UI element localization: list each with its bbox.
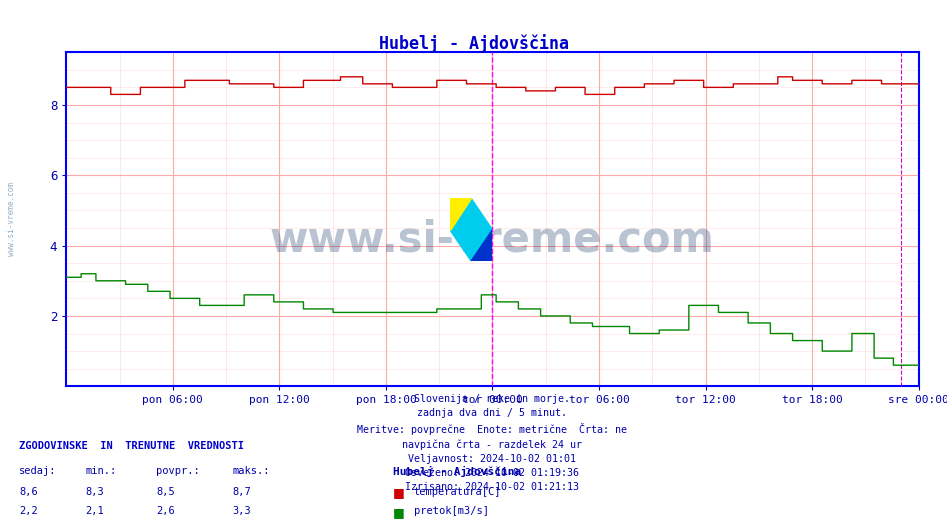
Text: maks.:: maks.:: [232, 466, 270, 476]
Text: www.si-vreme.com: www.si-vreme.com: [270, 218, 715, 260]
Text: 8,6: 8,6: [19, 487, 38, 496]
Text: 2,2: 2,2: [19, 506, 38, 516]
Polygon shape: [472, 230, 492, 261]
Text: 8,3: 8,3: [85, 487, 104, 496]
Text: 2,6: 2,6: [156, 506, 175, 516]
Text: min.:: min.:: [85, 466, 116, 476]
Text: sedaj:: sedaj:: [19, 466, 57, 476]
Text: 8,5: 8,5: [156, 487, 175, 496]
Text: ■: ■: [393, 506, 404, 519]
Text: 3,3: 3,3: [232, 506, 251, 516]
Text: povpr.:: povpr.:: [156, 466, 200, 476]
Text: temperatura[C]: temperatura[C]: [414, 487, 501, 496]
Polygon shape: [450, 198, 472, 230]
Polygon shape: [450, 198, 492, 261]
Text: www.si-vreme.com: www.si-vreme.com: [7, 182, 16, 256]
Text: pretok[m3/s]: pretok[m3/s]: [414, 506, 489, 516]
Text: 2,1: 2,1: [85, 506, 104, 516]
Text: Hubelj - Ajdovščina: Hubelj - Ajdovščina: [393, 466, 521, 477]
Text: Slovenija / reke in morje.
zadnja dva dni / 5 minut.
Meritve: povprečne  Enote: : Slovenija / reke in morje. zadnja dva dn…: [357, 394, 628, 492]
Text: 8,7: 8,7: [232, 487, 251, 496]
Text: ■: ■: [393, 487, 404, 500]
Text: ZGODOVINSKE  IN  TRENUTNE  VREDNOSTI: ZGODOVINSKE IN TRENUTNE VREDNOSTI: [19, 441, 244, 451]
Text: Hubelj - Ajdovščina: Hubelj - Ajdovščina: [379, 34, 568, 53]
